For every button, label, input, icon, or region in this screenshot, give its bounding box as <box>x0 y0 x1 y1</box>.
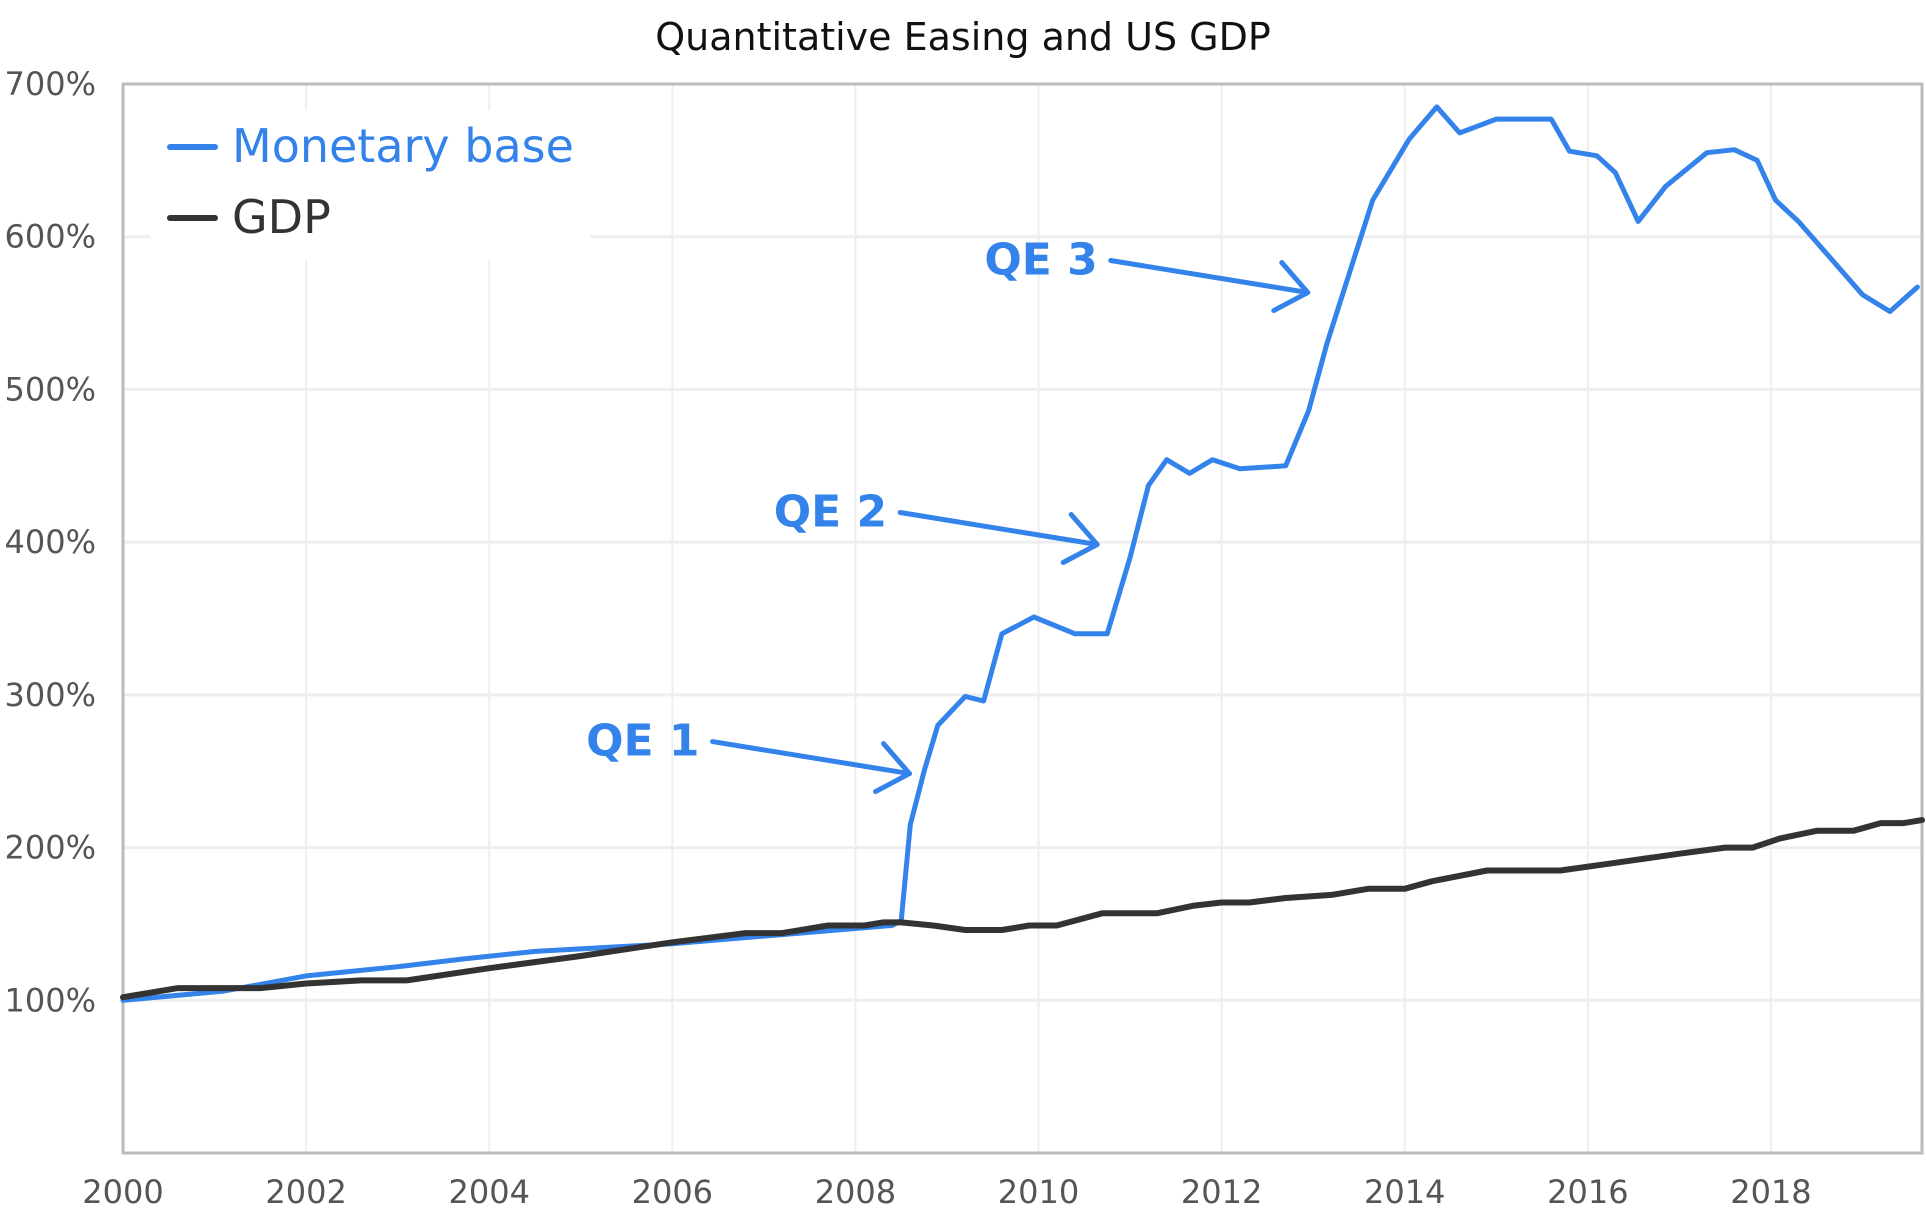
y-tick-label: 700% <box>5 65 96 103</box>
annotations: QE 1 QE 2 QE 3 <box>586 235 1311 795</box>
annotation-label: QE 2 <box>774 487 887 538</box>
y-tick-label: 600% <box>5 218 96 256</box>
annotation-arrow-shaft <box>1108 258 1311 296</box>
x-tick-label: 2008 <box>815 1173 896 1211</box>
x-tick-label: 2002 <box>265 1173 346 1211</box>
y-tick-label: 400% <box>5 523 96 561</box>
annotation-arrow-head <box>873 741 913 795</box>
series-lines <box>120 104 1925 1003</box>
chart-title: Quantitative Easing and US GDP <box>655 15 1271 59</box>
axes: 2000 2002 2004 2006 2008 2010 2012 2014 2016 2018… <box>5 65 1924 1211</box>
y-tick-label: 500% <box>5 370 96 408</box>
annotation-arrow-head <box>1060 512 1100 566</box>
x-tick-label: 2000 <box>82 1173 163 1211</box>
legend-label-gdp: GDP <box>232 190 331 244</box>
legend-background <box>150 110 590 260</box>
series-line-gdp <box>120 817 1925 1001</box>
x-tick-label: 2006 <box>632 1173 713 1211</box>
legend: Monetary base GDP <box>150 110 590 260</box>
x-tick-label: 2010 <box>998 1173 1079 1211</box>
legend-label-monetary-base: Monetary base <box>232 119 574 173</box>
annotation-arrow-head <box>1271 260 1311 314</box>
y-tick-label: 100% <box>5 981 96 1019</box>
x-tick-label: 2004 <box>448 1173 529 1211</box>
x-tick-label: 2012 <box>1181 1173 1262 1211</box>
annotation-arrow-shaft <box>710 739 913 777</box>
x-tick-label: 2016 <box>1547 1173 1628 1211</box>
grid <box>123 84 1922 1153</box>
annotation-label: QE 3 <box>984 235 1097 286</box>
plot-frame <box>121 82 1924 1155</box>
annotation-label: QE 1 <box>586 716 699 767</box>
x-tick-label: 2014 <box>1364 1173 1445 1211</box>
y-tick-label: 200% <box>5 829 96 867</box>
x-tick-label: 2018 <box>1730 1173 1811 1211</box>
y-tick-label: 300% <box>5 676 96 714</box>
annotation-arrow-shaft <box>897 510 1100 548</box>
